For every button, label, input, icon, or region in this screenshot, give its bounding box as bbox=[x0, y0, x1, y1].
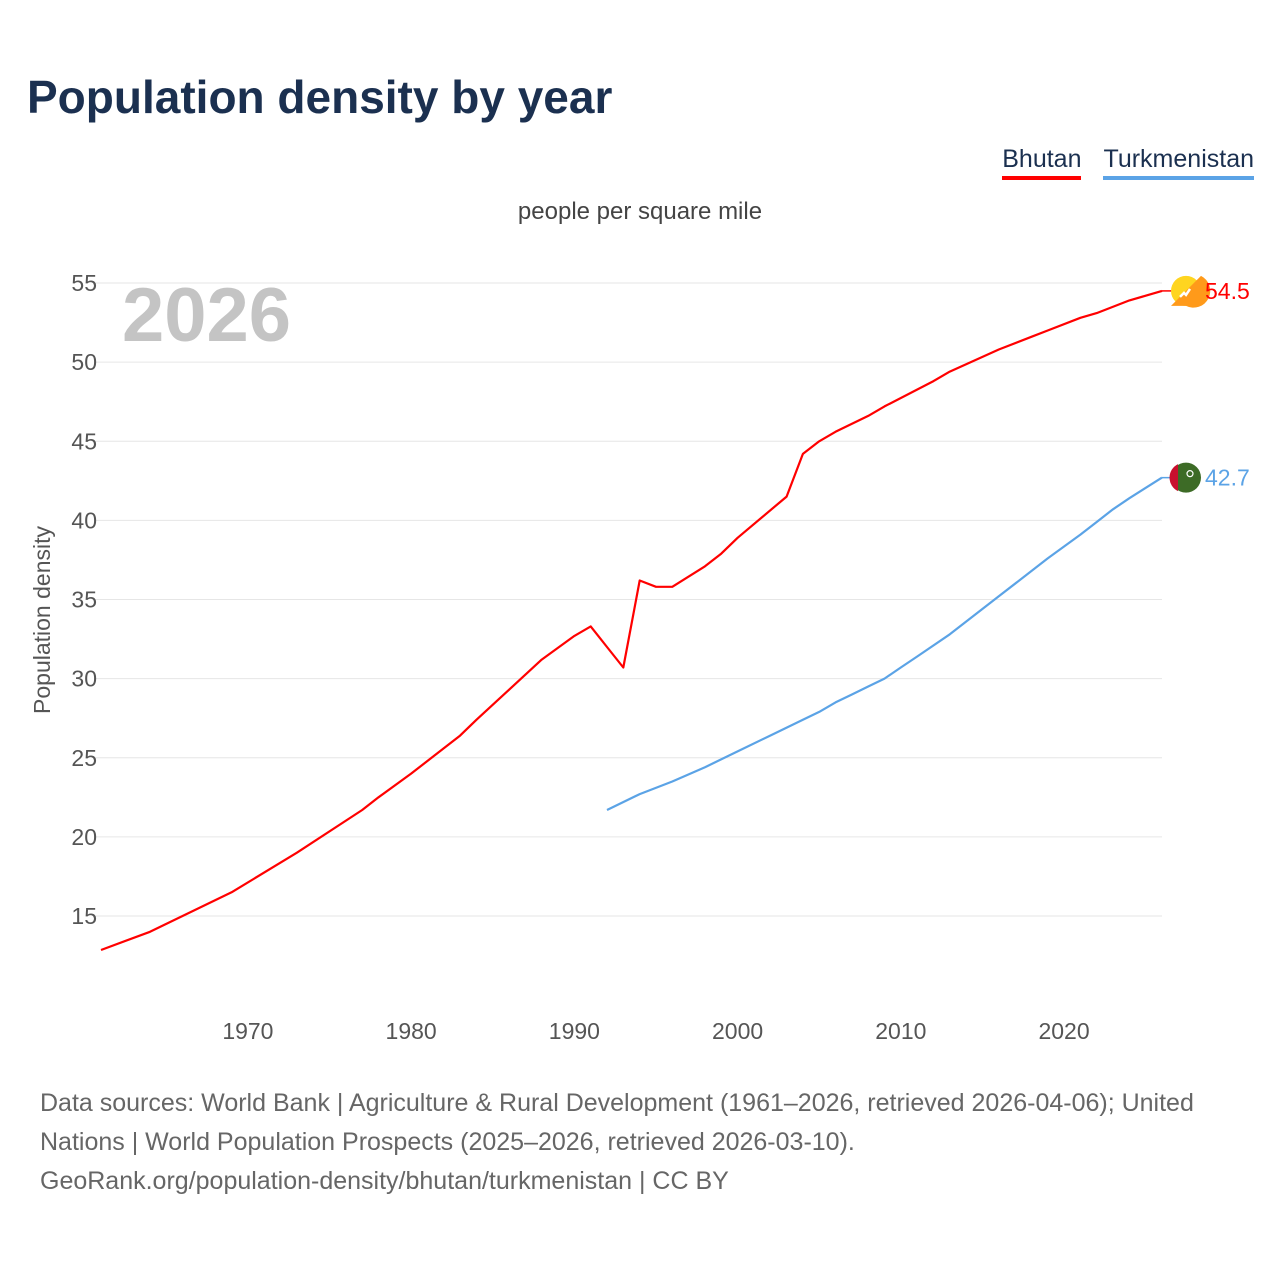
legend-item-turkmenistan[interactable]: Turkmenistan bbox=[1103, 145, 1254, 180]
data-sources: Data sources: World Bank | Agriculture &… bbox=[40, 1089, 1194, 1156]
x-tick-label: 1980 bbox=[386, 1018, 437, 1044]
x-tick-label: 1990 bbox=[549, 1018, 600, 1044]
end-value-label-turkmenistan: 42.7 bbox=[1205, 465, 1250, 491]
bhutan-flag-icon bbox=[1171, 275, 1211, 308]
y-tick-label: 25 bbox=[71, 745, 97, 771]
y-axis-label: Population density bbox=[29, 526, 55, 714]
end-value-label-bhutan: 54.5 bbox=[1205, 278, 1250, 304]
y-tick-label: 40 bbox=[71, 507, 97, 533]
legend-item-bhutan[interactable]: Bhutan bbox=[1002, 145, 1082, 180]
y-tick-label: 20 bbox=[71, 824, 97, 850]
x-tick-label: 2010 bbox=[875, 1018, 926, 1044]
y-tick-label: 15 bbox=[71, 903, 97, 929]
turkmenistan-flag-icon bbox=[1186, 470, 1194, 478]
y-tick-label: 35 bbox=[71, 587, 97, 613]
bhutan-flag-icon bbox=[1179, 288, 1192, 298]
chart-title: Population density by year bbox=[27, 71, 613, 123]
y-tick-label: 30 bbox=[71, 666, 97, 692]
footer: Data sources: World Bank | Agriculture &… bbox=[40, 1084, 1250, 1201]
year-watermark: 2026 bbox=[122, 273, 291, 358]
source-link[interactable]: GeoRank.org/population-density/bhutan/tu… bbox=[40, 1167, 729, 1195]
unit-label: people per square mile bbox=[517, 198, 763, 225]
y-tick-label: 45 bbox=[71, 428, 97, 454]
x-tick-label: 2000 bbox=[712, 1018, 763, 1044]
x-tick-label: 1970 bbox=[222, 1018, 273, 1044]
series-line-bhutan bbox=[100, 289, 1163, 952]
series-line-turkmenistan bbox=[606, 476, 1163, 811]
legend: Bhutan Turkmenistan bbox=[1002, 145, 1254, 180]
y-tick-label: 55 bbox=[71, 270, 97, 296]
y-tick-label: 50 bbox=[71, 349, 97, 375]
turkmenistan-flag-icon bbox=[1171, 462, 1201, 493]
x-tick-label: 2020 bbox=[1038, 1018, 1089, 1044]
turkmenistan-flag-icon bbox=[1169, 464, 1178, 492]
